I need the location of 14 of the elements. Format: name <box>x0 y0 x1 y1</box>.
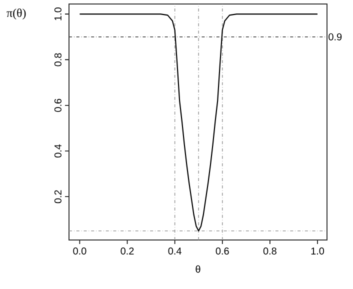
x-tick-label: 0.8 <box>263 248 276 255</box>
x-tick-label: 0.2 <box>120 248 134 255</box>
y-tick-label: 0.4 <box>54 144 62 158</box>
x-tick-label: 1.0 <box>311 248 324 255</box>
x-tick-label: 0.4 <box>168 248 182 255</box>
x-tick-label: 0.0 <box>73 248 86 255</box>
y-axis-title: π(θ) <box>6 8 26 20</box>
ref-line-label: 0.9 <box>328 33 342 40</box>
x-axis-title: θ <box>196 265 200 273</box>
y-tick-label: 0.8 <box>54 53 62 66</box>
x-tick-label: 0.6 <box>216 248 229 255</box>
y-tick-label: 0.6 <box>54 98 62 112</box>
y-tick-label: 0.2 <box>54 190 62 204</box>
y-tick-label: 1.0 <box>54 8 62 20</box>
